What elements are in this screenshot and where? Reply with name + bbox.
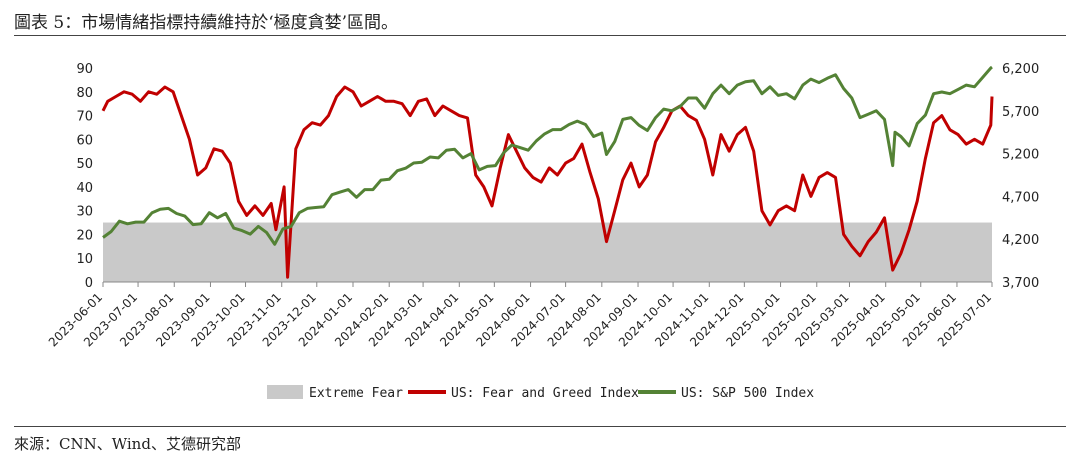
left-tick-label: 70 xyxy=(76,110,93,125)
legend-label-sp500: US: S&P 500 Index xyxy=(681,386,814,401)
fear-greed-line xyxy=(101,85,994,279)
legend-swatch-extreme-fear xyxy=(267,385,303,399)
right-tick-label: 5,200 xyxy=(1002,148,1039,163)
title-rule xyxy=(14,35,1066,36)
source-rule xyxy=(14,426,1066,427)
legend: Extreme Fear US: Fear and Greed Index US: … xyxy=(267,385,814,401)
right-tick-label: 4,200 xyxy=(1002,233,1039,248)
sp500-line xyxy=(102,65,993,246)
left-tick-label: 90 xyxy=(76,62,93,77)
left-tick-label: 20 xyxy=(76,228,93,243)
left-tick-label: 0 xyxy=(85,276,93,291)
right-tick-label: 4,700 xyxy=(1002,190,1039,205)
right-tick-label: 3,700 xyxy=(1002,276,1039,291)
legend-label-extreme-fear: Extreme Fear xyxy=(309,386,403,401)
left-tick-label: 30 xyxy=(76,205,93,220)
left-tick-label: 80 xyxy=(76,86,93,101)
source-note: 來源：CNN、Wind、艾德研究部 xyxy=(14,435,241,453)
chart-title: 圖表 5：市場情緒指標持續維持於‘極度貪婪’區間。 xyxy=(14,13,399,33)
left-tick-label: 10 xyxy=(76,252,93,267)
right-tick-label: 5,700 xyxy=(1002,105,1039,120)
left-tick-label: 60 xyxy=(76,133,93,148)
left-axis: 0 10 20 30 40 50 60 70 80 90 xyxy=(76,62,93,291)
plot-area xyxy=(101,65,994,282)
chart: 0 10 20 30 40 50 60 70 80 90 3,700 4,200 4,700 5,200… xyxy=(46,62,1039,401)
right-axis: 3,700 4,200 4,700 5,200 5,700 6,200 xyxy=(1002,62,1039,291)
right-tick-label: 6,200 xyxy=(1002,62,1039,77)
left-tick-label: 40 xyxy=(76,181,93,196)
x-axis: 2023-06-012023-07-012023-08-012023-09-01… xyxy=(46,281,994,349)
left-tick-label: 50 xyxy=(76,157,93,172)
legend-label-fear-greed: US: Fear and Greed Index xyxy=(451,386,639,401)
